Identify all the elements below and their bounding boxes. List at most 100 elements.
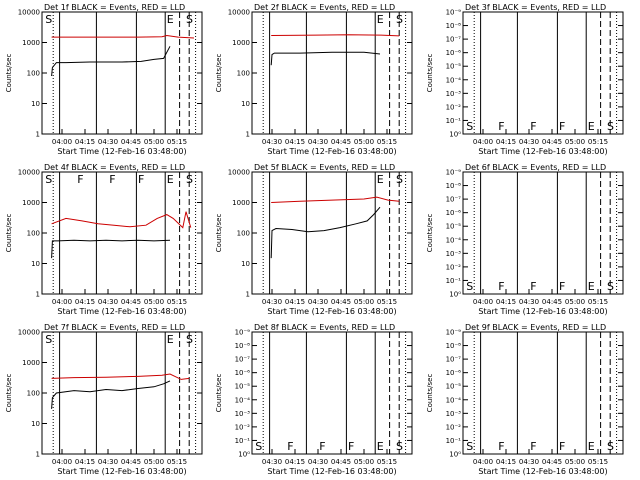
- y-tick-label: 10000: [18, 169, 40, 177]
- plot-frame: [41, 171, 203, 295]
- y-axis-label: Counts/sec: [426, 214, 434, 253]
- x-tick-label: 04:00: [473, 138, 493, 146]
- y-axis-label: Counts/sec: [215, 54, 223, 93]
- phase-marker-f: F: [319, 440, 325, 453]
- series-line-lld: [51, 373, 190, 380]
- panel-title: Det 5f BLACK = Events, RED = LLD: [254, 163, 395, 172]
- y-tick-label: 10⁻⁴: [446, 396, 462, 404]
- phase-marker-f: F: [287, 440, 293, 453]
- panel-title: Det 3f BLACK = Events, RED = LLD: [465, 3, 606, 12]
- phase-marker-f: F: [530, 440, 536, 453]
- x-tick-label: 04:30: [308, 298, 328, 306]
- x-tick-label: 04:15: [75, 298, 95, 306]
- y-tick-label: 10⁻⁷: [446, 356, 462, 364]
- x-axis-label: Start Time (12-Feb-16 03:48:00): [57, 147, 186, 156]
- x-tick-label: 04:30: [262, 458, 282, 466]
- phase-marker-f: F: [498, 120, 504, 133]
- y-tick-label: 100: [27, 390, 40, 398]
- chart-panel-4: Det 4f BLACK = Events, RED = LLD 1 10 100 10…: [5, 163, 203, 316]
- x-tick-label: 04:15: [496, 298, 516, 306]
- panel-title: Det 7f BLACK = Events, RED = LLD: [44, 323, 185, 332]
- x-tick-label: 04:30: [519, 298, 539, 306]
- x-tick-label: 04:15: [285, 138, 305, 146]
- plot-frame: [462, 11, 624, 135]
- y-tick-label: 10⁻⁶: [235, 369, 251, 377]
- y-tick-label: 10⁻⁶: [446, 209, 462, 217]
- y-tick-label: 10⁻³: [446, 250, 462, 258]
- y-axis-label: Counts/sec: [215, 214, 223, 253]
- series-line-events: [270, 51, 381, 66]
- x-tick-label: 05:15: [167, 458, 187, 466]
- x-tick-label: 05:00: [144, 458, 164, 466]
- y-axis-label: Counts/sec: [5, 374, 13, 413]
- y-tick-label: 10: [241, 100, 250, 108]
- phase-marker-f: F: [138, 173, 144, 186]
- y-tick-label: 10000: [228, 169, 250, 177]
- series-line-lld: [271, 34, 400, 37]
- plot-frame: [251, 331, 413, 455]
- y-tick-label: 10⁻⁹: [446, 169, 462, 177]
- phase-marker-e: E: [167, 333, 174, 346]
- phase-marker-f: F: [77, 173, 83, 186]
- x-tick-label: 05:15: [588, 298, 608, 306]
- phase-marker-s: S: [45, 13, 52, 26]
- chart-panel-2: Det 2f BLACK = Events, RED = LLD 1 10 100 10…: [215, 3, 413, 156]
- series-line-lld: [51, 211, 192, 229]
- phase-marker-f: F: [559, 440, 565, 453]
- y-tick-label: 100: [237, 230, 250, 238]
- y-tick-label: 1: [36, 291, 40, 299]
- y-tick-label: 1: [36, 451, 40, 459]
- phase-marker-s: S: [607, 280, 614, 293]
- x-tick-label: 05:00: [354, 298, 374, 306]
- x-axis-label: Start Time (12-Feb-16 03:48:00): [57, 307, 186, 316]
- x-axis-label: Start Time (12-Feb-16 03:48:00): [267, 147, 396, 156]
- x-tick-label: 05:00: [565, 458, 585, 466]
- y-tick-label: 10⁻⁹: [446, 9, 462, 17]
- phase-marker-f: F: [109, 173, 115, 186]
- y-tick-label: 1000: [22, 199, 40, 207]
- phase-marker-e: E: [588, 440, 595, 453]
- y-axis-label: Counts/sec: [5, 54, 13, 93]
- plot-frame: [462, 331, 624, 455]
- y-axis-label: Counts/sec: [426, 54, 434, 93]
- y-axis-label: Counts/sec: [5, 214, 13, 253]
- x-axis-label: Start Time (12-Feb-16 03:48:00): [478, 147, 607, 156]
- phase-marker-s: S: [186, 13, 193, 26]
- x-tick-label: 05:00: [354, 138, 374, 146]
- y-tick-label: 10⁻⁴: [446, 236, 462, 244]
- x-tick-label: 04:00: [52, 298, 72, 306]
- y-tick-label: 10⁻³: [446, 410, 462, 418]
- plot-frame: [251, 171, 413, 295]
- x-axis-label: Start Time (12-Feb-16 03:48:00): [478, 307, 607, 316]
- x-axis-label: Start Time (12-Feb-16 03:48:00): [478, 467, 607, 476]
- phase-marker-f: F: [498, 440, 504, 453]
- phase-marker-f: F: [559, 120, 565, 133]
- y-tick-label: 1: [246, 131, 250, 139]
- y-tick-label: 10⁰: [238, 451, 250, 459]
- x-tick-label: 05:00: [144, 138, 164, 146]
- y-tick-label: 1000: [22, 359, 40, 367]
- y-tick-label: 10: [31, 420, 40, 428]
- x-tick-label: 04:15: [496, 138, 516, 146]
- plot-frame: [251, 11, 413, 135]
- y-axis-label: Counts/sec: [426, 374, 434, 413]
- x-tick-label: 04:15: [285, 298, 305, 306]
- panel-title: Det 8f BLACK = Events, RED = LLD: [254, 323, 395, 332]
- y-tick-label: 10⁻²: [446, 423, 462, 431]
- x-tick-label: 04:00: [473, 458, 493, 466]
- phase-marker-s: S: [186, 333, 193, 346]
- y-tick-label: 10⁻⁴: [235, 396, 251, 404]
- x-tick-label: 05:15: [167, 138, 187, 146]
- series-line-lld: [271, 196, 400, 203]
- x-tick-label: 04:45: [121, 138, 141, 146]
- x-tick-label: 04:30: [308, 138, 328, 146]
- y-tick-label: 1000: [232, 199, 250, 207]
- x-tick-label: 04:30: [308, 458, 328, 466]
- x-tick-label: 04:45: [542, 298, 562, 306]
- x-tick-label: 04:15: [496, 458, 516, 466]
- phase-marker-f: F: [559, 280, 565, 293]
- panel-title: Det 2f BLACK = Events, RED = LLD: [254, 3, 395, 12]
- y-tick-label: 10⁻⁶: [446, 49, 462, 57]
- y-tick-label: 1000: [22, 39, 40, 47]
- phase-marker-f: F: [530, 120, 536, 133]
